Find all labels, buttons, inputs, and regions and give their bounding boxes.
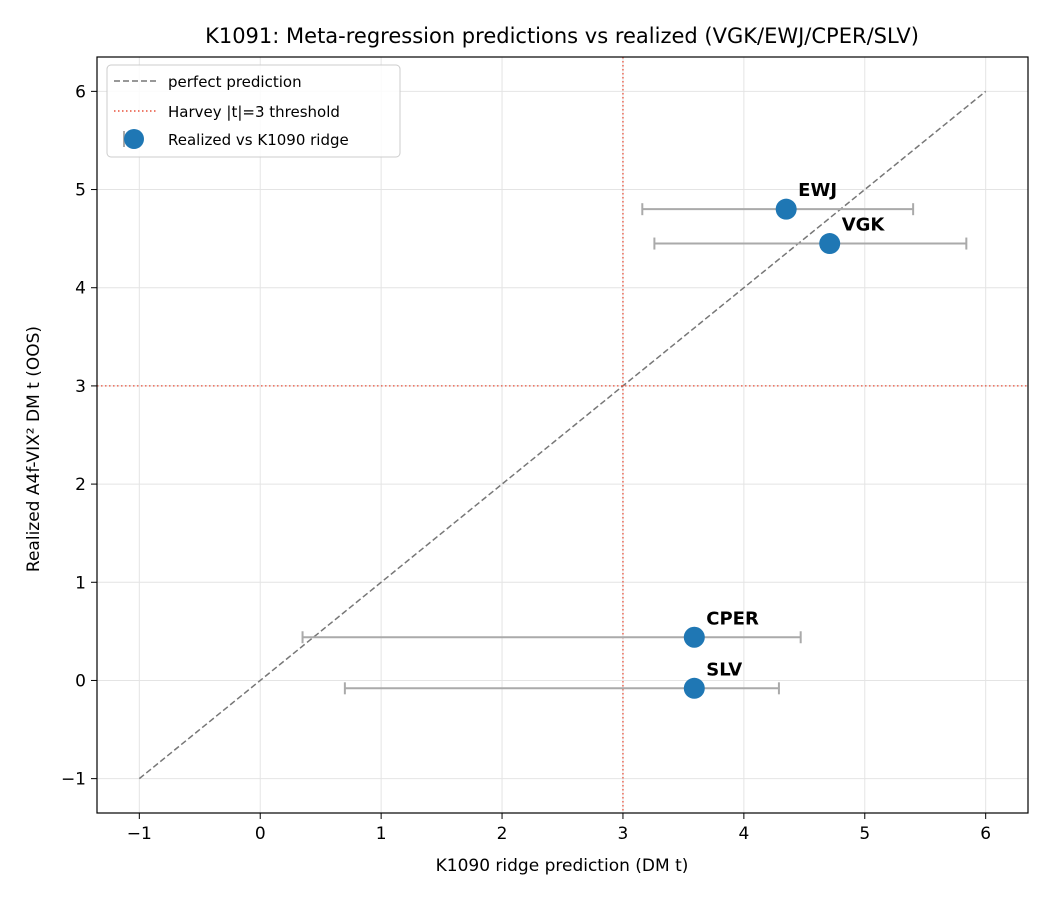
error-bars <box>301 203 968 695</box>
legend-box <box>106 64 401 158</box>
x-tick-label: −1 <box>127 824 152 844</box>
x-axis-ticks: −1 0 1 2 3 4 5 6 <box>127 813 991 844</box>
data-point <box>683 626 705 648</box>
y-tick-label: −1 <box>61 770 86 790</box>
data-point <box>819 233 841 255</box>
x-tick-label: 0 <box>255 824 266 844</box>
point-label: SLV <box>706 659 742 680</box>
perfect-prediction-line <box>138 90 987 780</box>
data-point <box>683 677 705 699</box>
point-label: CPER <box>706 608 759 629</box>
point-label: EWJ <box>798 180 837 201</box>
y-tick-label: 1 <box>75 573 86 593</box>
x-tick-label: 6 <box>980 824 991 844</box>
legend-threshold-label: Harvey |t|=3 threshold <box>168 103 340 121</box>
reference-lines <box>97 57 1028 813</box>
x-axis-label: K1090 ridge prediction (DM t) <box>436 856 689 876</box>
x-tick-label: 4 <box>738 824 749 844</box>
plot-frame <box>96 56 1029 814</box>
y-tick-label: 4 <box>75 279 86 299</box>
y-axis-label: Realized A4f-VIX² DM t (OOS) <box>24 326 44 572</box>
y-tick-label: 6 <box>75 82 86 102</box>
legend-perfect-prediction-label: perfect prediction <box>168 73 302 91</box>
y-tick-label: 0 <box>75 671 86 691</box>
x-tick-label: 3 <box>618 824 629 844</box>
legend: perfect prediction Harvey |t|=3 threshol… <box>106 64 401 158</box>
y-tick-label: 2 <box>75 475 86 495</box>
y-axis-ticks: −1 0 1 2 3 4 5 6 <box>61 82 97 790</box>
point-label: VGK <box>842 215 886 236</box>
data-points <box>683 198 841 699</box>
x-tick-label: 5 <box>859 824 870 844</box>
y-tick-label: 5 <box>75 181 86 201</box>
data-point <box>775 198 797 220</box>
legend-series-label: Realized vs K1090 ridge <box>168 131 349 149</box>
x-tick-label: 2 <box>497 824 508 844</box>
legend-series-marker <box>124 129 144 149</box>
x-tick-label: 1 <box>376 824 387 844</box>
chart-title: K1091: Meta-regression predictions vs re… <box>205 24 919 48</box>
y-tick-label: 3 <box>75 377 86 397</box>
